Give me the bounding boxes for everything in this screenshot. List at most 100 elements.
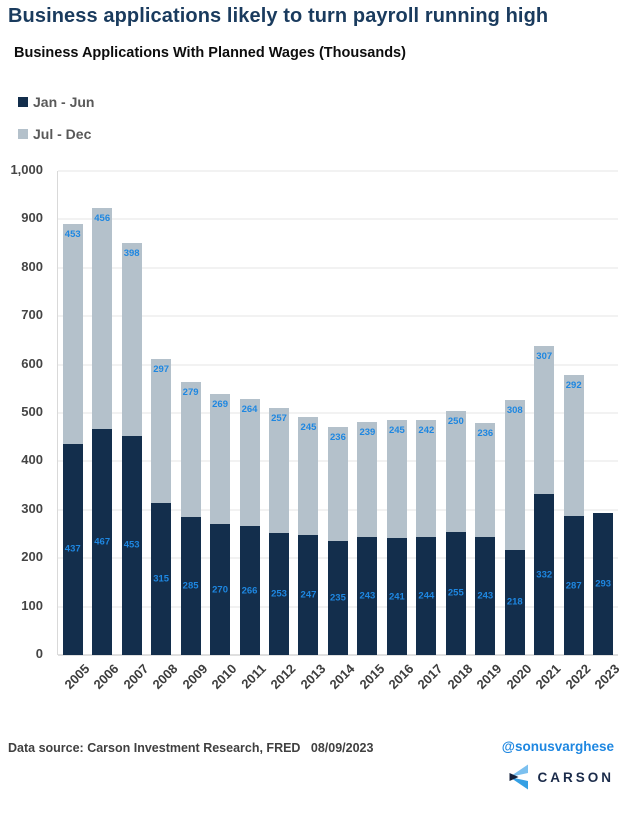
- legend-item-jul-dec: Jul - Dec: [18, 123, 94, 145]
- bar-segment-jul-dec: 453: [62, 224, 83, 444]
- value-label: 244: [418, 590, 435, 602]
- x-axis-label: 2013: [297, 661, 329, 693]
- x-axis-label: 2012: [267, 661, 299, 693]
- legend-label-jan-jun: Jan - Jun: [33, 94, 95, 110]
- value-label: 297: [153, 363, 170, 375]
- bar-segment-jan-jun: 293: [593, 513, 614, 655]
- legend-swatch-jul-dec: [18, 129, 28, 139]
- value-label: 269: [212, 399, 228, 411]
- x-axis-label: 2022: [562, 661, 594, 693]
- y-axis-label: 200: [21, 549, 43, 565]
- value-label: 236: [477, 428, 494, 440]
- x-axis-label: 2015: [355, 661, 388, 693]
- bar-segment-jan-jun: 255: [445, 531, 466, 655]
- value-label: 243: [359, 590, 376, 602]
- bar-segment-jul-dec: 257: [269, 408, 290, 533]
- x-axis-label: 2021: [532, 661, 564, 693]
- value-label: 257: [271, 413, 287, 425]
- bar-group-2018: 250 255 2018: [441, 171, 475, 692]
- x-axis-label: 2023: [591, 661, 623, 693]
- value-label: 266: [241, 584, 258, 596]
- carson-logo: CARSON: [508, 764, 614, 790]
- bar-segment-jul-dec: 308: [504, 400, 525, 550]
- y-axis-label: 1,000: [10, 162, 43, 177]
- bar-segment-jan-jun: 285: [180, 517, 201, 655]
- bar-segment-jul-dec: 245: [386, 419, 407, 539]
- value-label: 315: [153, 573, 170, 585]
- value-label: 236: [330, 432, 346, 444]
- bar-segment-jul-dec: 398: [121, 243, 142, 436]
- chart-subtitle: Business Applications With Planned Wages…: [14, 45, 406, 61]
- page-title: Business applications likely to turn pay…: [8, 5, 549, 27]
- value-label: 250: [447, 415, 464, 427]
- gridline: [58, 267, 618, 269]
- bar-segment-jul-dec: 239: [357, 421, 378, 538]
- value-label: 332: [536, 568, 553, 580]
- gridline: [58, 654, 618, 656]
- x-axis-label: 2007: [120, 661, 152, 693]
- bar-group-2023: 293 2023: [588, 171, 623, 692]
- bar-segment-jul-dec: 245: [298, 416, 319, 536]
- carson-logo-text: CARSON: [537, 769, 614, 785]
- x-axis-label: 2010: [208, 661, 240, 693]
- legend-swatch-jan-jun: [18, 97, 28, 107]
- value-label: 239: [359, 426, 376, 438]
- bar-group-2005: 453 437 2005: [58, 171, 92, 692]
- value-label: 453: [123, 539, 140, 551]
- bar-segment-jul-dec: 307: [534, 345, 555, 495]
- bar-segment-jan-jun: 270: [210, 524, 231, 655]
- x-axis-label: 2011: [238, 661, 270, 692]
- y-axis-label: 500: [21, 404, 43, 419]
- bar-segment-jul-dec: 242: [416, 419, 437, 537]
- twitter-handle-link[interactable]: @sonusvarghese: [501, 739, 614, 754]
- value-label: 247: [300, 589, 317, 601]
- bar-group-2020: 308 218 2020: [500, 171, 534, 692]
- y-axis-label: 900: [21, 210, 43, 226]
- value-label: 270: [212, 583, 228, 595]
- bar-segment-jan-jun: 287: [563, 516, 584, 655]
- bar-segment-jul-dec: 264: [239, 398, 260, 527]
- gridline: [58, 170, 618, 172]
- value-label: 437: [64, 543, 81, 555]
- bar-group-2019: 236 243 2019: [471, 171, 505, 692]
- y-axis-label: 0: [35, 646, 43, 661]
- value-label: 241: [388, 590, 405, 602]
- legend-label-jul-dec: Jul - Dec: [33, 126, 92, 142]
- chart-plot: 453 437 2005 456 467 2006 398 453 2007 297 315 2008…: [57, 170, 623, 692]
- bar-group-2022: 292 287 2022: [559, 171, 593, 692]
- bar-segment-jan-jun: 218: [504, 549, 525, 655]
- x-axis-label: 2020: [503, 661, 535, 693]
- value-label: 218: [506, 596, 523, 608]
- bar-group-2008: 297 315 2008: [146, 171, 181, 692]
- bar-segment-jan-jun: 247: [298, 535, 319, 655]
- bar-segment-jul-dec: 279: [180, 382, 201, 518]
- bar-segment-jul-dec: 236: [475, 423, 496, 538]
- bar-group-2007: 398 453 2007: [117, 171, 151, 692]
- value-label: 285: [182, 580, 199, 592]
- bar-group-2012: 257 253 2012: [264, 171, 299, 692]
- value-label: 279: [182, 387, 199, 399]
- chart-legend: Jan - Jun Jul - Dec: [18, 91, 94, 155]
- y-axis-label: 700: [21, 307, 43, 323]
- x-axis-label: 2009: [179, 661, 211, 693]
- y-axis-label: 400: [21, 452, 43, 468]
- legend-item-jan-jun: Jan - Jun: [18, 91, 94, 113]
- bar-segment-jan-jun: 266: [239, 526, 260, 655]
- value-label: 398: [123, 248, 140, 260]
- x-axis-label: 2008: [149, 661, 181, 693]
- gridline: [58, 218, 618, 220]
- bar-group-2015: 239 243 2015: [353, 171, 387, 692]
- value-label: 243: [477, 590, 494, 602]
- bar-segment-jan-jun: 253: [269, 532, 290, 655]
- bar-group-2006: 456 467 2006: [87, 171, 122, 692]
- gridline: [58, 364, 618, 366]
- value-label: 287: [565, 579, 582, 591]
- bar-segment-jul-dec: 297: [151, 358, 172, 503]
- bar-segment-jul-dec: 292: [563, 374, 584, 517]
- bar-segment-jan-jun: 243: [357, 537, 378, 655]
- value-label: 453: [64, 229, 81, 241]
- x-axis-label: 2006: [90, 661, 122, 693]
- bar-segment-jul-dec: 250: [445, 410, 466, 532]
- bar-group-2011: 264 266 2011: [235, 171, 269, 692]
